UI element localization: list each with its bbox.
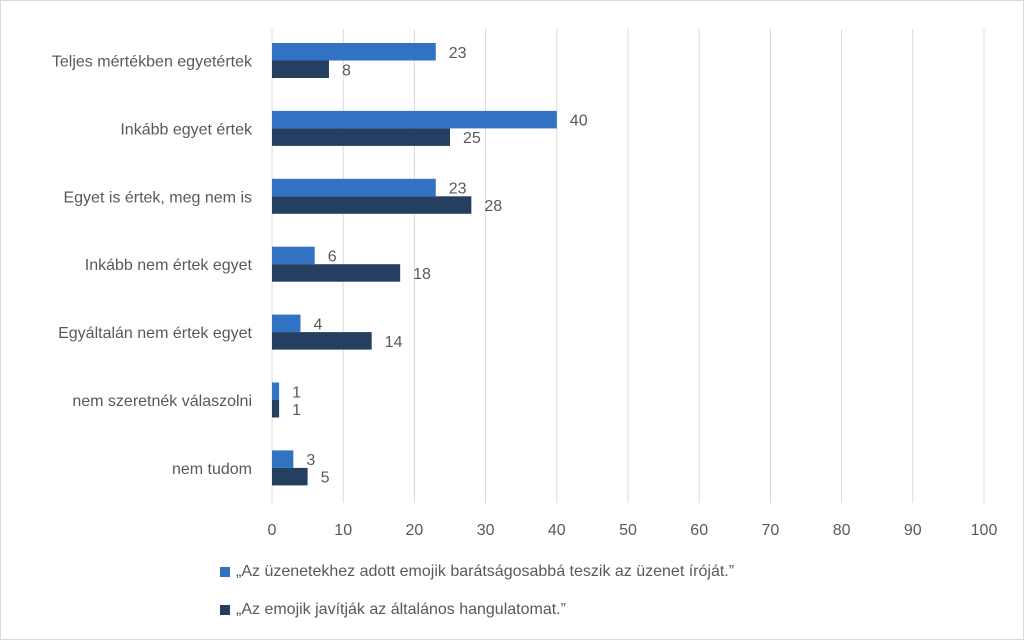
bar-series-2 <box>272 196 472 214</box>
category-label: Inkább egyet értek <box>120 121 253 138</box>
category-label: Inkább nem értek egyet <box>85 257 253 274</box>
bar-series-2 <box>272 128 450 146</box>
category-label: Teljes mértékben egyetértek <box>52 54 253 71</box>
data-label: 18 <box>413 266 431 283</box>
x-tick-label: 50 <box>619 522 637 539</box>
x-tick-label: 30 <box>477 522 495 539</box>
legend-item-series-1: „Az üzenetekhez adott emojik barátságosa… <box>220 563 734 581</box>
bar-series-1 <box>272 178 436 197</box>
x-tick-label: 70 <box>762 522 780 539</box>
x-tick-label: 80 <box>833 522 851 539</box>
legend-swatch-2 <box>220 605 230 615</box>
x-tick-label: 60 <box>690 522 708 539</box>
data-label: 23 <box>449 45 467 62</box>
x-tick-label: 20 <box>406 522 424 539</box>
x-tick-label: 40 <box>548 522 566 539</box>
bar-series-2 <box>272 400 280 418</box>
data-label: 5 <box>321 470 330 487</box>
data-label: 40 <box>570 113 588 130</box>
legend-label-1: „Az üzenetekhez adott emojik barátságosa… <box>236 563 735 580</box>
data-label: 14 <box>385 334 403 351</box>
bar-series-2 <box>272 60 329 78</box>
bar-series-1 <box>272 450 294 468</box>
legend-label-2: „Az emojik javítják az általános hangula… <box>236 601 566 618</box>
bar-series-1 <box>272 43 436 61</box>
bar-series-2 <box>272 332 372 350</box>
data-label: 28 <box>484 198 502 215</box>
category-label: Egyáltalán nem értek egyet <box>58 325 252 342</box>
category-label: Egyet is értek, meg nem is <box>63 189 252 206</box>
data-label: 25 <box>463 130 481 147</box>
data-label: 8 <box>342 62 351 79</box>
bar-series-1 <box>272 110 557 129</box>
x-tick-label: 100 <box>971 522 998 539</box>
bar-series-2 <box>272 467 308 486</box>
legend-item-series-2: „Az emojik javítják az általános hangula… <box>220 601 566 619</box>
category-label: nem tudom <box>172 461 252 478</box>
category-label: nem szeretnék válaszolni <box>72 393 252 410</box>
bar-series-1 <box>272 314 301 333</box>
x-tick-label: 10 <box>334 522 352 539</box>
data-label: 4 <box>313 316 322 333</box>
legend-swatch-1 <box>220 567 230 577</box>
data-label: 23 <box>449 181 467 198</box>
data-label: 1 <box>292 402 301 419</box>
bar-series-1 <box>272 246 315 265</box>
data-label: 1 <box>292 384 301 401</box>
data-label: 3 <box>306 452 315 469</box>
x-tick-label: 90 <box>904 522 922 539</box>
data-label: 6 <box>328 248 337 265</box>
bar-series-1 <box>272 382 280 400</box>
bar-series-2 <box>272 264 401 282</box>
x-tick-label: 0 <box>268 522 277 539</box>
